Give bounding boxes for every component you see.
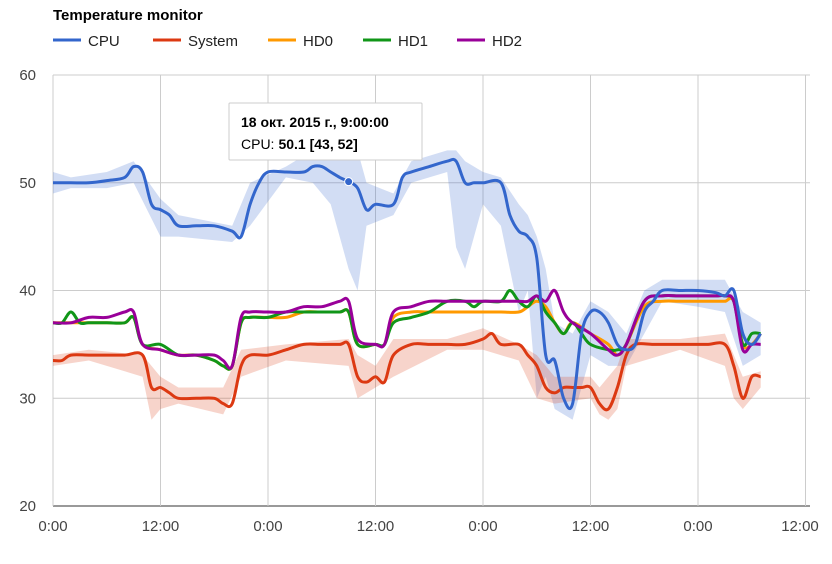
interval-band-cpu [53, 150, 761, 420]
series-lines[interactable] [52, 157, 762, 412]
legend-item-hd1[interactable]: HD1 [363, 33, 428, 50]
tooltip-series-label: CPU: [241, 136, 274, 152]
tooltip-point [344, 177, 354, 187]
gridlines [52, 74, 810, 507]
x-tick-label: 12:00 [572, 518, 610, 535]
tooltip: 18 окт. 2015 г., 9:00:00 CPU: 50.1 [43, 5… [228, 102, 423, 161]
chart-title: Temperature monitor [53, 7, 203, 24]
x-tick-label: 0:00 [683, 518, 712, 535]
legend-label: System [188, 33, 238, 50]
y-axis-ticks: 20 30 40 50 60 [19, 67, 36, 515]
x-tick-label: 12:00 [357, 518, 395, 535]
x-tick-label: 0:00 [468, 518, 497, 535]
legend[interactable]: CPU System HD0 HD1 HD2 [53, 33, 522, 50]
y-tick-label: 20 [19, 498, 36, 515]
legend-label: CPU [88, 33, 120, 50]
legend-item-cpu[interactable]: CPU [53, 33, 120, 50]
series-line-hd2[interactable] [52, 288, 761, 370]
interval-bands [53, 150, 761, 420]
tooltip-box [228, 102, 423, 161]
legend-item-hd2[interactable]: HD2 [457, 33, 522, 50]
tooltip-value: 50.1 [43, 52] [278, 136, 357, 152]
x-tick-label: 0:00 [253, 518, 282, 535]
x-tick-label: 0:00 [38, 518, 67, 535]
y-tick-label: 40 [19, 283, 36, 300]
legend-item-system[interactable]: System [153, 33, 238, 50]
legend-label: HD2 [492, 33, 522, 50]
x-tick-label: 12:00 [142, 518, 180, 535]
legend-label: HD0 [303, 33, 333, 50]
tooltip-body: CPU: 50.1 [43, 52] [241, 136, 358, 152]
x-tick-label: 12:00 [781, 518, 819, 535]
y-tick-label: 30 [19, 390, 36, 407]
y-tick-label: 50 [19, 175, 36, 192]
x-axis-ticks: 0:00 12:00 0:00 12:00 0:00 12:00 0:00 12:00 [38, 518, 818, 535]
tooltip-title: 18 окт. 2015 г., 9:00:00 [241, 114, 389, 130]
legend-item-hd0[interactable]: HD0 [268, 33, 333, 50]
series-line-cpu[interactable] [53, 157, 762, 411]
legend-label: HD1 [398, 33, 428, 50]
series-line-system[interactable] [52, 332, 762, 412]
y-tick-label: 60 [19, 67, 36, 84]
interval-band-system [53, 328, 761, 420]
